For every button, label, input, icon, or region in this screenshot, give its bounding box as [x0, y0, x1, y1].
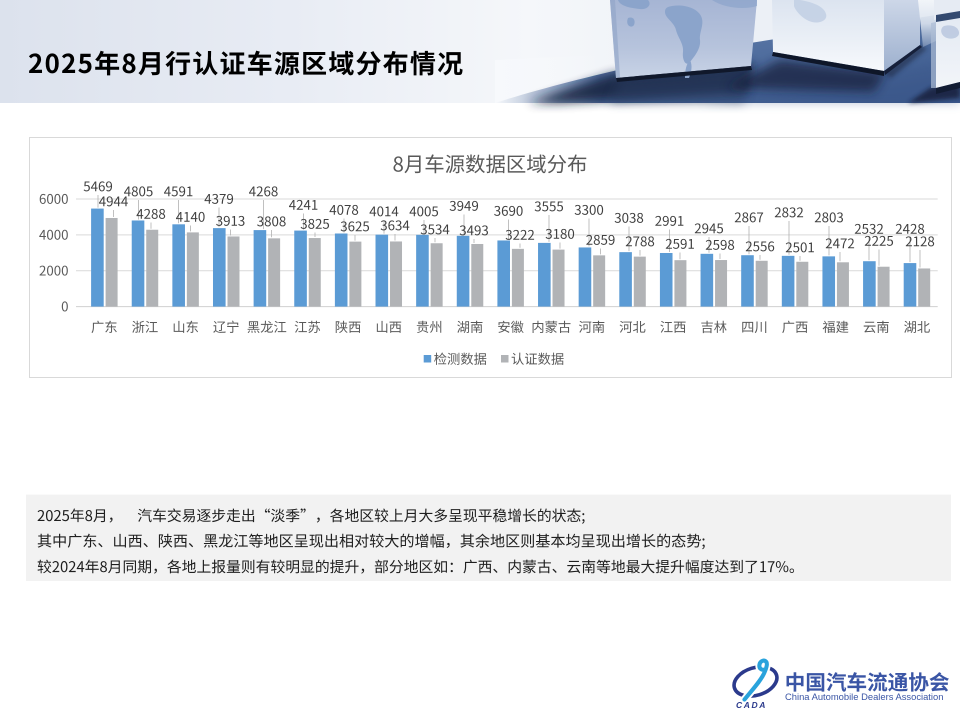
svg-text:CADA: CADA: [736, 700, 767, 710]
svg-text:China Automobile Dealers Assoc: China Automobile Dealers Association: [785, 691, 943, 702]
